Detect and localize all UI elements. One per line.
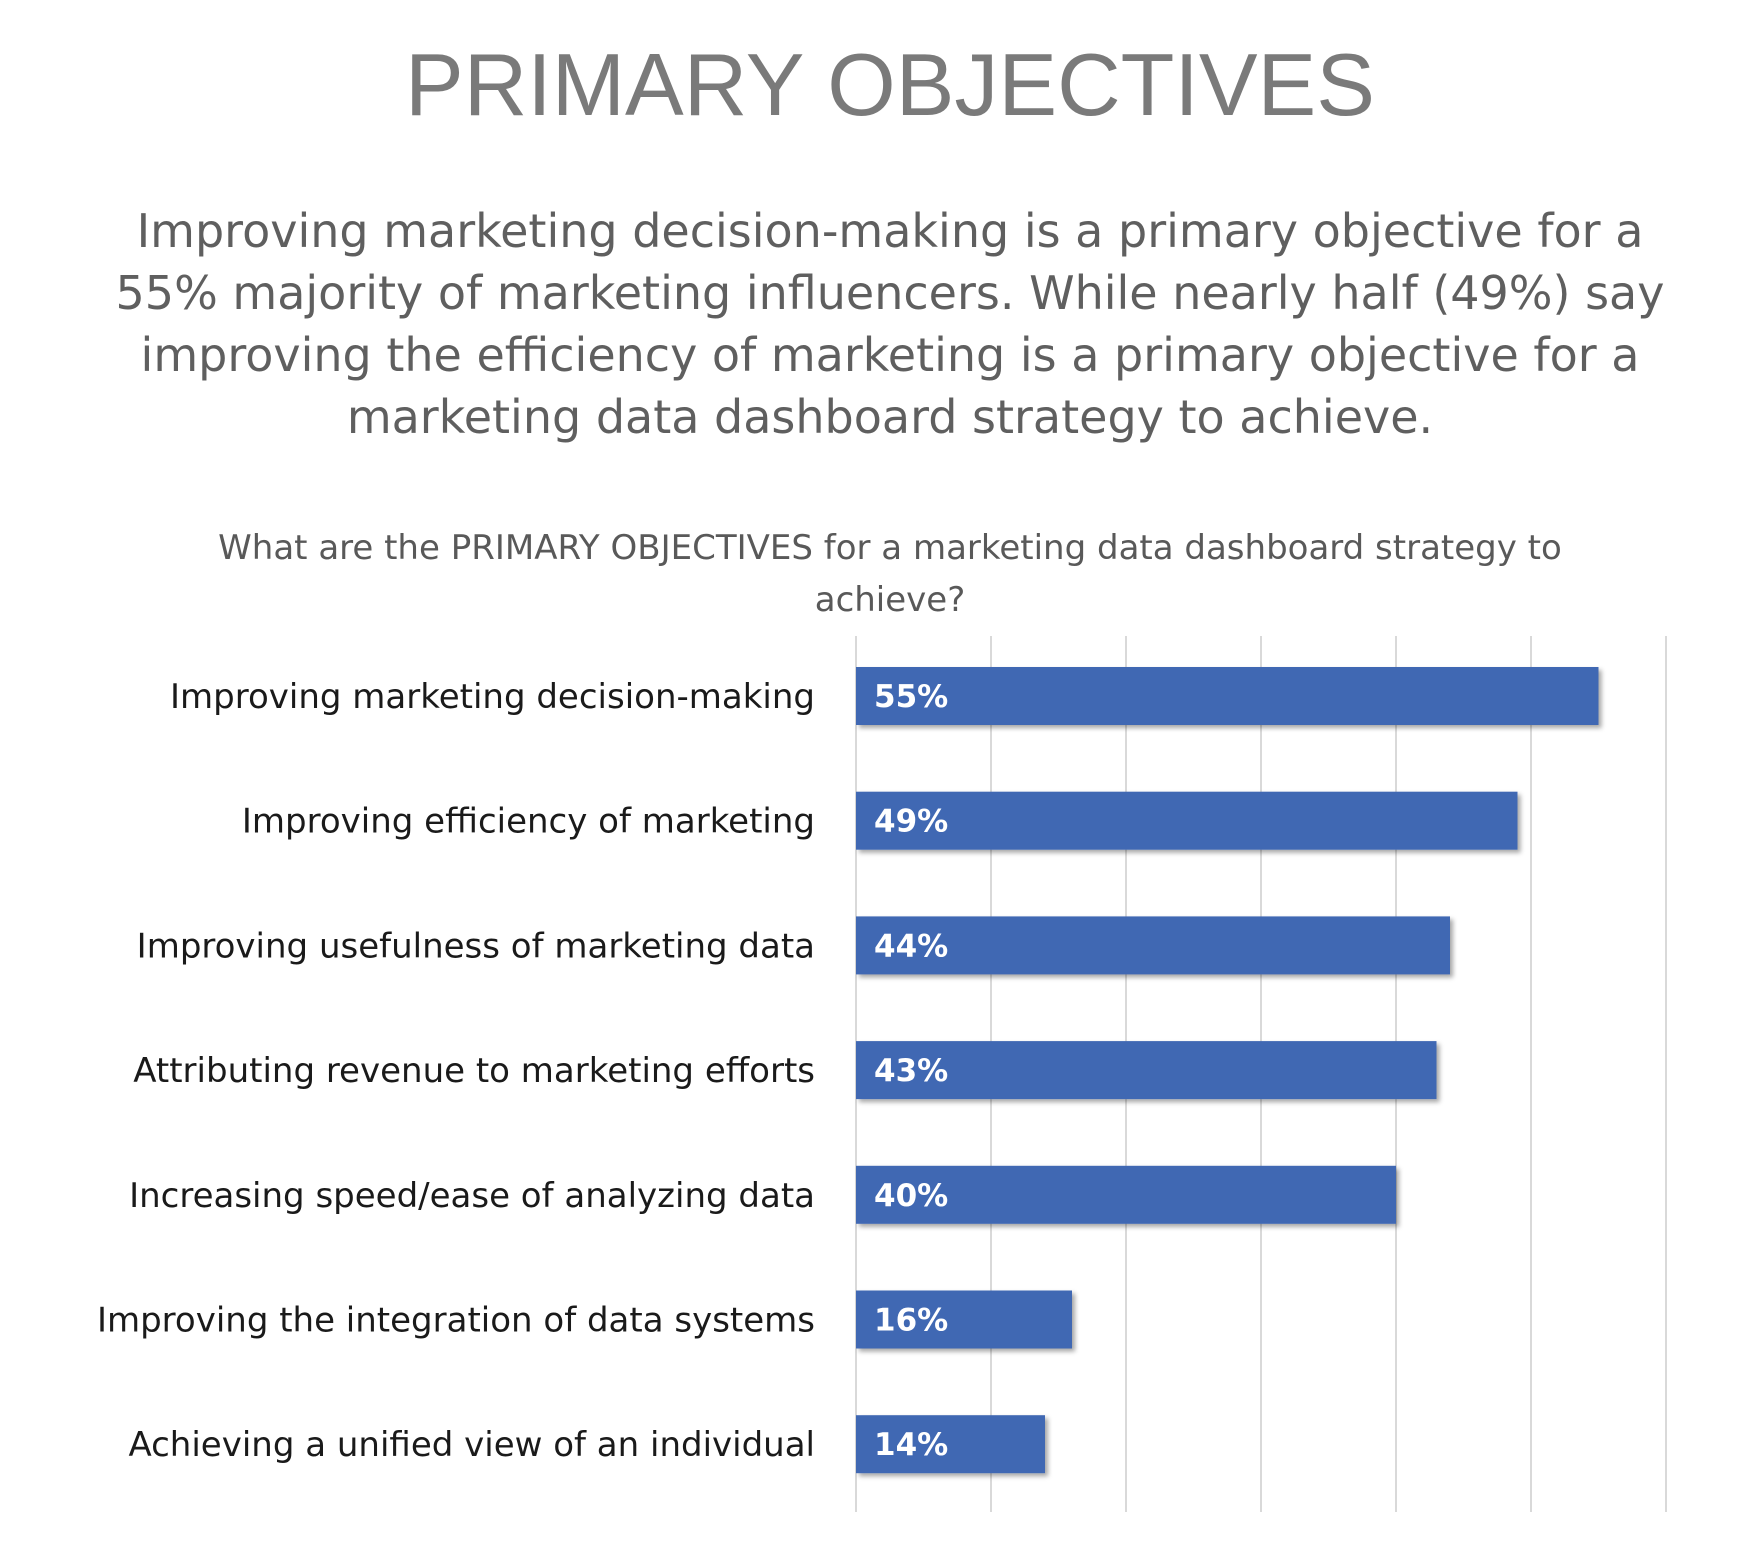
bar [856,1165,1396,1224]
page-title: PRIMARY OBJECTIVES [405,35,1375,134]
bar [856,1290,1072,1349]
category-label: Improving usefulness of marketing data [137,926,815,966]
category-label: Improving efficiency of marketing [242,802,815,842]
data-label: 40% [874,1178,948,1214]
data-label: 55% [874,679,948,715]
data-label: 49% [874,804,948,840]
bar [856,1041,1437,1100]
bar [856,1415,1045,1474]
category-labels: Improving marketing decision-making Impro… [97,677,815,1465]
bars [856,667,1599,1474]
chart-title: What are the PRIMARY OBJECTIVES for a ma… [218,528,1562,620]
bar [856,667,1599,725]
category-label: Attributing revenue to marketing efforts [133,1051,815,1091]
category-label: Improving marketing decision-making [170,677,815,717]
data-label: 44% [874,928,948,964]
data-label: 43% [874,1053,948,1089]
summary-text: Improving marketing decision-making is a… [115,204,1665,444]
data-label: 14% [874,1427,948,1463]
bar [856,916,1450,975]
data-label: 16% [874,1303,948,1339]
category-label: Improving the integration of data system… [97,1301,815,1341]
data-labels: 55% 49% 44% 43% 40% 16% 14% [874,679,948,1463]
bar [856,791,1518,850]
category-label: Achieving a unified view of an individua… [128,1425,815,1465]
category-label: Increasing speed/ease of analyzing data [129,1176,815,1216]
